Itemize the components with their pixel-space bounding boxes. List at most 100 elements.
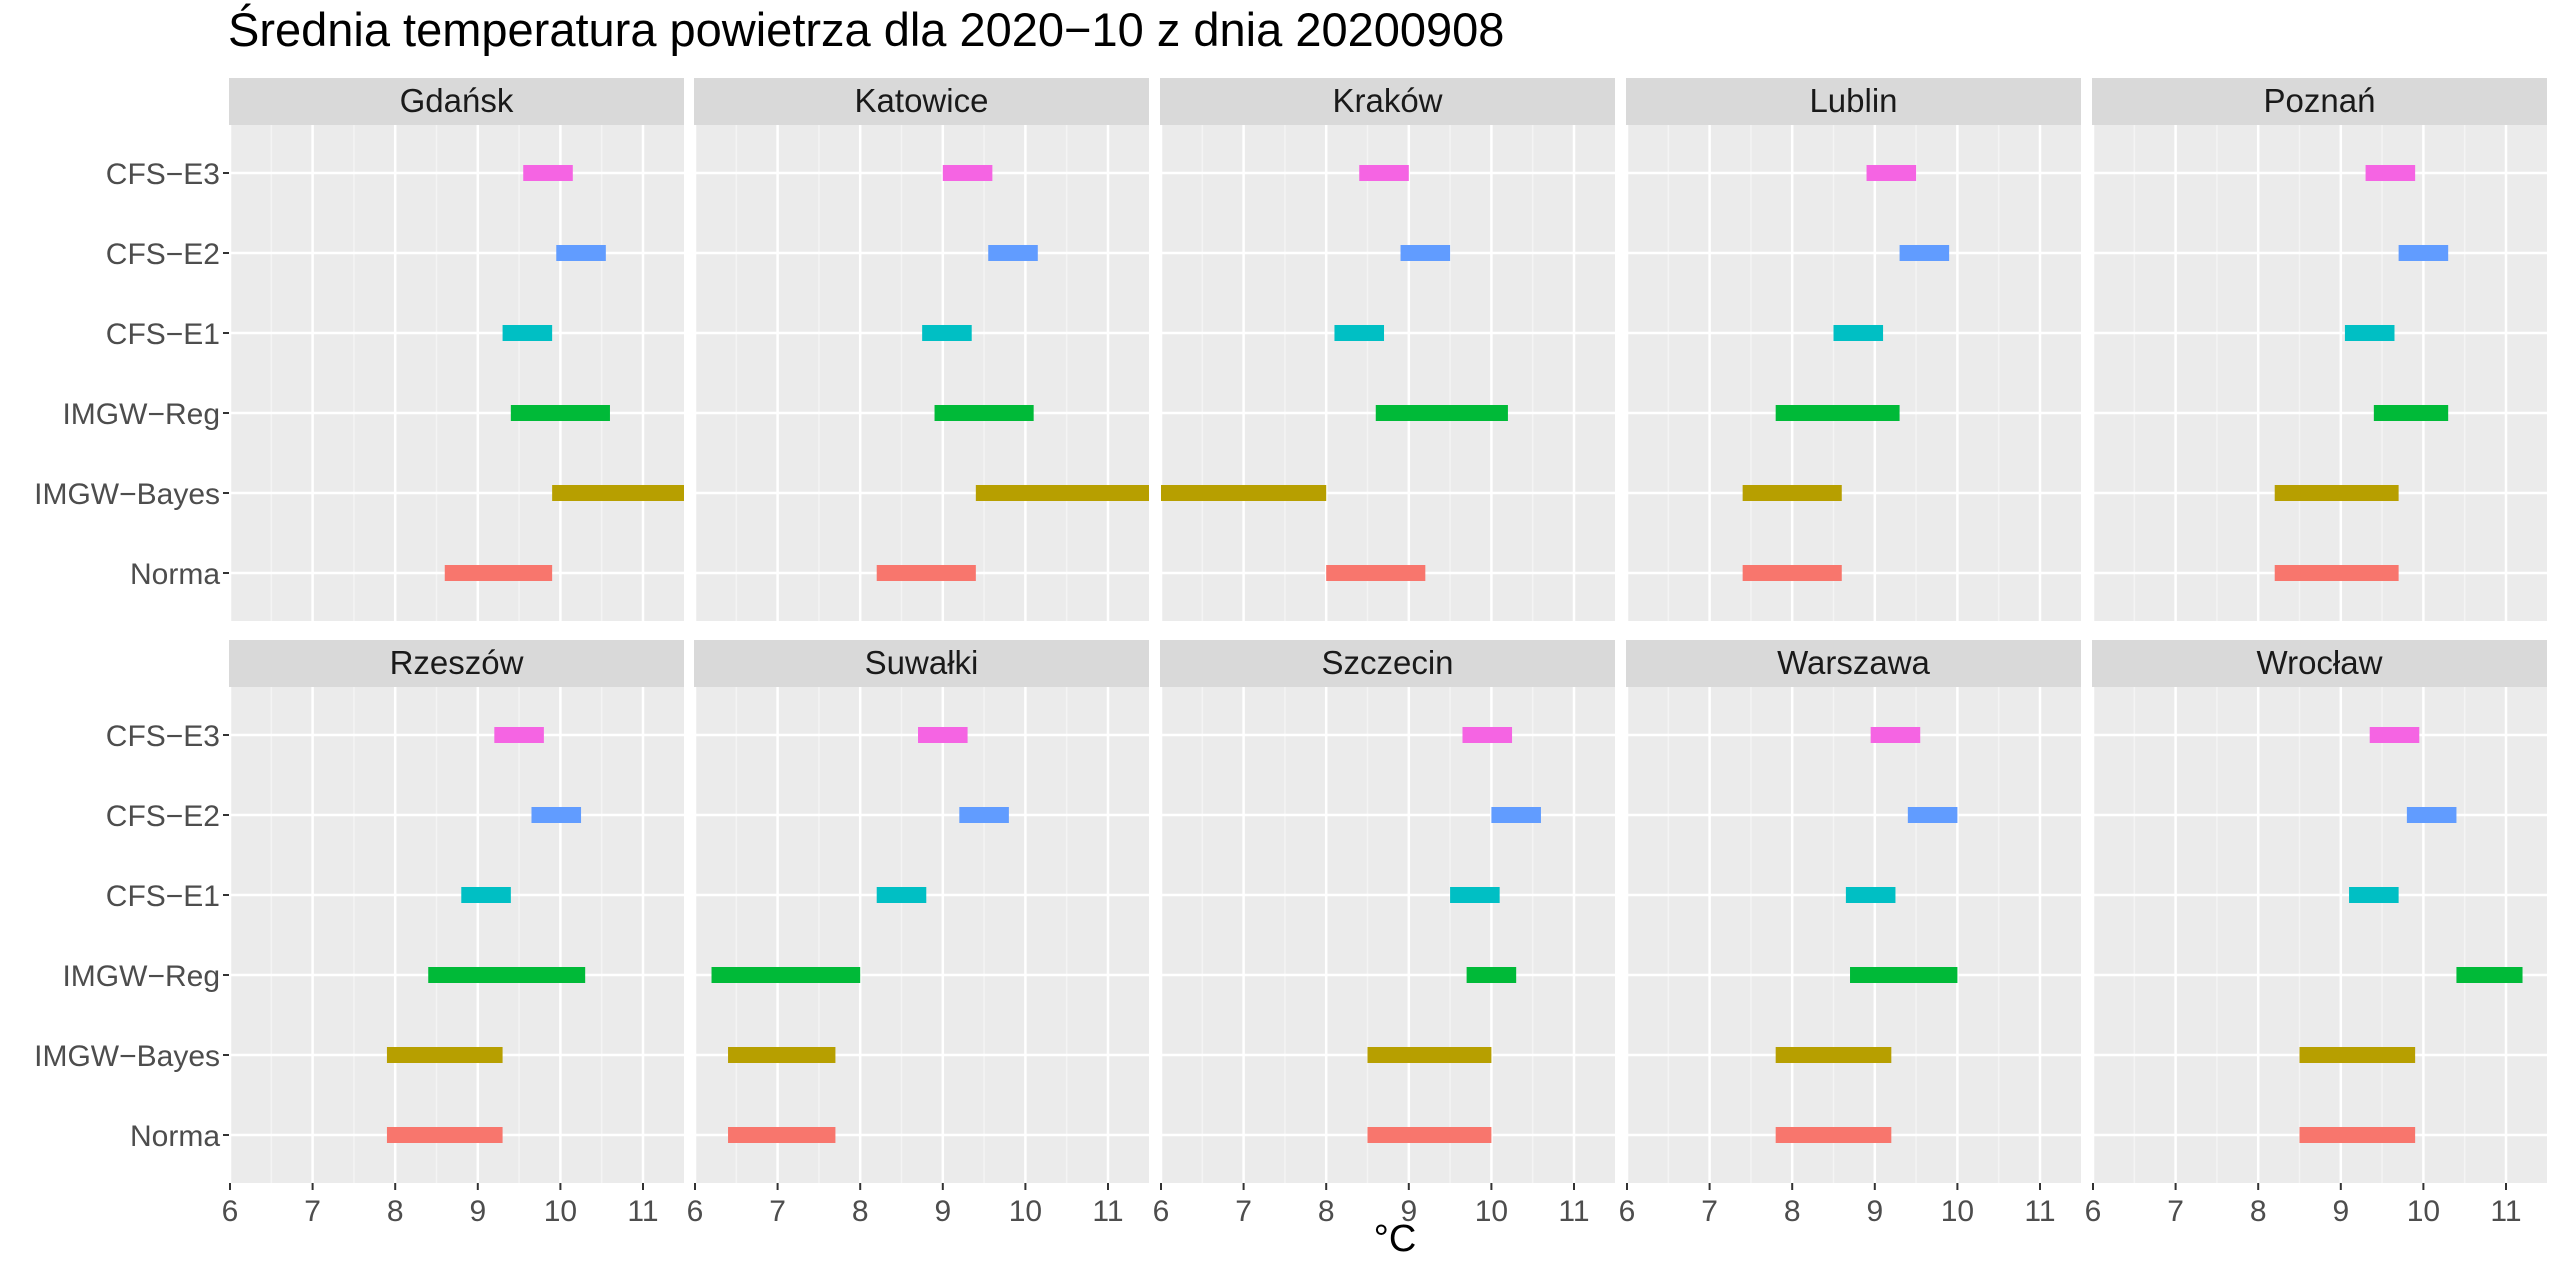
y-tick-label-cfs-e3: CFS−E3 [106,158,220,191]
x-tick-label: 6 [687,1195,704,1228]
facet-strip-poznan [2092,78,2547,125]
bar-warszawa-norma [1775,1127,1892,1143]
x-tick-label: 11 [627,1195,658,1228]
x-axis-title: °C [1373,1218,1417,1260]
bar-lublin-cfs-e2 [1899,245,1950,261]
facet-label-szczecin: Szczecin [1321,644,1453,681]
x-tick-label: 10 [1475,1195,1508,1228]
bar-suwalki-norma [728,1127,836,1143]
facet-label-suwalki: Suwałki [865,644,979,681]
bar-rzeszow-cfs-e1 [461,887,511,903]
bar-suwalki-imgw-reg [711,967,861,983]
bar-szczecin-cfs-e1 [1450,887,1500,903]
bar-szczecin-imgw-bayes [1367,1047,1492,1063]
bar-rzeszow-imgw-bayes [386,1047,503,1063]
facet-strip-warszawa [1626,640,2081,687]
x-tick-label: 7 [769,1195,786,1228]
y-tick-label-cfs-e2: CFS−E2 [106,238,220,271]
bar-krakow-cfs-e2 [1400,245,1451,261]
y-tick-label-cfs-e2: CFS−E2 [106,800,220,833]
x-tick-label: 9 [934,1195,951,1228]
x-tick-label: 10 [1009,1195,1042,1228]
bar-warszawa-cfs-e3 [1870,727,1921,743]
bar-szczecin-norma [1367,1127,1492,1143]
bar-szczecin-cfs-e3 [1462,727,1513,743]
bar-gdansk-norma [444,565,553,581]
bar-warszawa-cfs-e1 [1845,887,1896,903]
bar-poznan-imgw-bayes [2274,485,2399,501]
y-tick-label-imgw-bayes: IMGW−Bayes [34,478,220,511]
x-tick-label: 11 [2490,1195,2521,1228]
facet-label-warszawa: Warszawa [1777,644,1930,681]
x-tick-label: 10 [1941,1195,1974,1228]
facet-strip-wroclaw [2092,640,2547,687]
x-tick-label: 6 [2085,1195,2102,1228]
facet-label-lublin: Lublin [1809,82,1897,119]
x-tick-label: 6 [1153,1195,1170,1228]
bar-wroclaw-cfs-e1 [2349,887,2399,903]
y-tick-label-norma: Norma [130,558,220,591]
facet-label-wroclaw: Wrocław [2257,644,2383,681]
bar-gdansk-imgw-bayes [552,485,684,501]
bar-suwalki-cfs-e2 [959,807,1009,823]
x-tick-label: 9 [469,1195,486,1228]
panel-bg-rzeszow [229,687,684,1183]
x-tick-label: 8 [387,1195,404,1228]
bar-katowice-cfs-e2 [988,245,1038,261]
facet-label-katowice: Katowice [855,82,989,119]
x-tick-label: 7 [1701,1195,1718,1228]
bar-gdansk-cfs-e3 [523,165,573,181]
x-tick-label: 8 [852,1195,869,1228]
y-tick-label-cfs-e1: CFS−E1 [106,318,220,351]
bar-poznan-cfs-e3 [2365,165,2416,181]
bar-krakow-cfs-e1 [1334,325,1385,341]
bar-rzeszow-norma [386,1127,503,1143]
x-tick-label: 9 [1400,1195,1417,1228]
panel-bg-suwalki [694,687,1149,1183]
x-tick-label: 7 [1235,1195,1252,1228]
bar-gdansk-imgw-reg [510,405,610,421]
bar-wroclaw-imgw-bayes [2299,1047,2416,1063]
facet-label-poznan: Poznań [2264,82,2376,119]
bar-krakow-imgw-reg [1375,405,1508,421]
bar-poznan-imgw-reg [2373,405,2449,421]
bar-szczecin-cfs-e2 [1491,807,1541,823]
x-tick-label: 11 [1092,1195,1123,1228]
bar-krakow-norma [1326,565,1426,581]
panel-bg-katowice [694,125,1149,621]
panel-bg-gdansk [229,125,684,621]
x-tick-label: 6 [222,1195,239,1228]
x-tick-label: 10 [2407,1195,2440,1228]
bar-wroclaw-imgw-reg [2456,967,2523,983]
bar-lublin-imgw-reg [1775,405,1900,421]
y-tick-label-imgw-reg: IMGW−Reg [62,398,220,431]
panel-bg-warszawa [1626,687,2081,1183]
panel-bg-szczecin [1160,687,1615,1183]
facet-strip-szczecin [1160,640,1615,687]
bar-gdansk-cfs-e1 [502,325,553,341]
bar-lublin-cfs-e3 [1866,165,1917,181]
bar-katowice-cfs-e1 [922,325,972,341]
panel-bg-lublin [1626,125,2081,621]
bar-warszawa-imgw-bayes [1775,1047,1892,1063]
bar-rzeszow-cfs-e3 [494,727,544,743]
x-tick-label: 11 [1558,1195,1589,1228]
bar-suwalki-cfs-e1 [876,887,927,903]
x-tick-label: 11 [2024,1195,2055,1228]
facet-strip-lublin [1626,78,2081,125]
bar-katowice-cfs-e3 [942,165,993,181]
bar-suwalki-imgw-bayes [728,1047,836,1063]
y-tick-label-cfs-e3: CFS−E3 [106,720,220,753]
facet-strip-krakow [1160,78,1615,125]
bar-wroclaw-cfs-e3 [2369,727,2420,743]
bar-krakow-cfs-e3 [1359,165,1409,181]
y-tick-label-imgw-bayes: IMGW−Bayes [34,1040,220,1073]
facet-strip-suwalki [694,640,1149,687]
facet-strip-rzeszow [229,640,684,687]
facet-strip-katowice [694,78,1149,125]
bar-rzeszow-cfs-e2 [531,807,582,823]
bar-katowice-imgw-bayes [975,485,1149,501]
bar-rzeszow-imgw-reg [428,967,586,983]
